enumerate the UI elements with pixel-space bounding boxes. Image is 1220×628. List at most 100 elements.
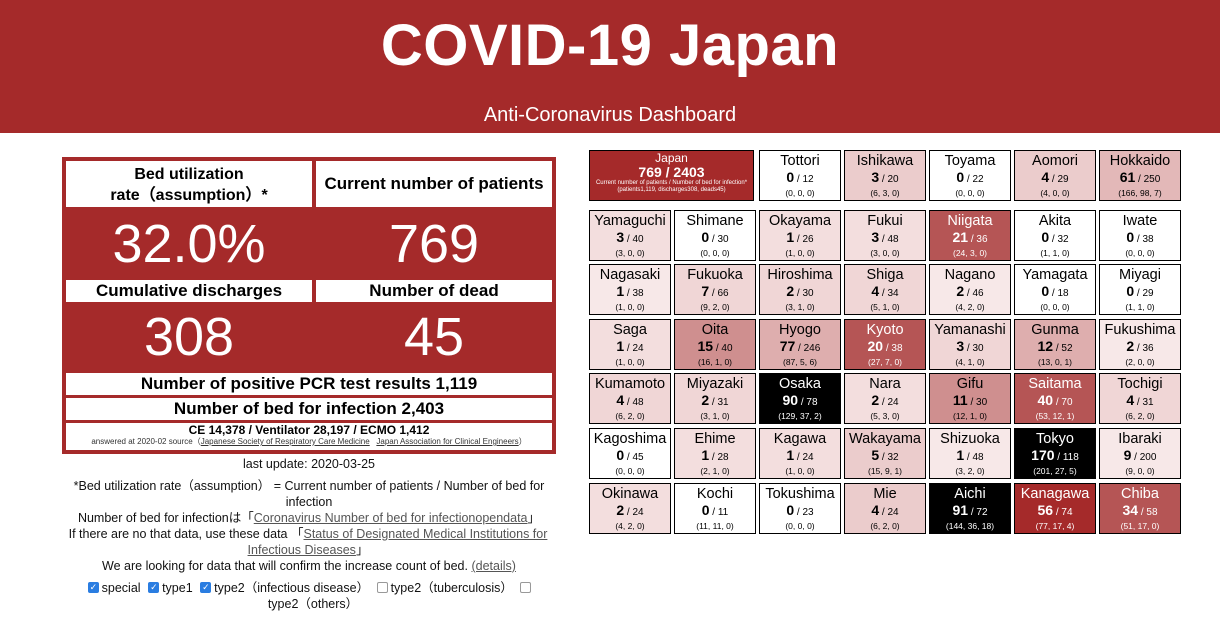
prefecture-cell-ibaraki[interactable]: Ibaraki 9 / 200 (9, 0, 0) [1099, 428, 1181, 479]
prefecture-value: 3 / 40 [590, 230, 670, 247]
prefecture-detail: (201, 27, 5) [1033, 466, 1077, 476]
prefecture-cell-osaka[interactable]: Osaka 90 / 78 (129, 37, 2) [759, 373, 841, 424]
checkbox-type2-others[interactable] [520, 582, 532, 593]
prefecture-cell-yamagata[interactable]: Yamagata 0 / 18 (0, 0, 0) [1014, 264, 1096, 315]
prefecture-current-patients: 1 [616, 338, 625, 354]
prefecture-cell-kumamoto[interactable]: Kumamoto 4 / 48 (6, 2, 0) [589, 373, 671, 424]
prefecture-cell-akita[interactable]: Akita 0 / 32 (1, 1, 0) [1014, 210, 1096, 261]
prefecture-name: Chiba [1121, 486, 1159, 502]
prefecture-cell-ishikawa[interactable]: Ishikawa 3 / 20 (6, 3, 0) [844, 150, 926, 201]
prefecture-beds: / 48 [624, 397, 644, 408]
prefecture-cell-aichi[interactable]: Aichi 91 / 72 (144, 36, 18) [929, 483, 1011, 534]
prefecture-beds: / 200 [1131, 452, 1157, 463]
checkbox-type2-infectious[interactable] [200, 582, 212, 593]
prefecture-name: Miyagi [1119, 267, 1161, 283]
prefecture-current-patients: 4 [616, 392, 625, 408]
prefecture-value: 2 / 31 [675, 393, 755, 410]
prefecture-name: Tokushima [765, 486, 835, 502]
checkbox-special[interactable] [87, 582, 99, 593]
prefecture-cell-shimane[interactable]: Shimane 0 / 30 (0, 0, 0) [674, 210, 756, 261]
prefecture-current-patients: 2 [1126, 338, 1135, 354]
checkbox-type2-tuberculosis[interactable] [376, 582, 388, 593]
prefecture-detail: (0, 0, 0) [785, 521, 815, 531]
prefecture-detail: (5, 3, 0) [870, 411, 900, 421]
prefecture-cell-nara[interactable]: Nara 2 / 24 (5, 3, 0) [844, 373, 926, 424]
prefecture-beds: / 30 [964, 343, 984, 354]
header-banner: COVID-19 Japan Anti-Coronavirus Dashboar… [0, 0, 1220, 133]
prefecture-detail: (6, 2, 0) [615, 411, 645, 421]
prefecture-beds: / 58 [1138, 507, 1158, 518]
prefecture-cell-hiroshima[interactable]: Hiroshima 2 / 30 (3, 1, 0) [759, 264, 841, 315]
prefecture-cell-kyoto[interactable]: Kyoto 20 / 38 (27, 7, 0) [844, 319, 926, 370]
prefecture-cell-tokushima[interactable]: Tokushima 0 / 23 (0, 0, 0) [759, 483, 841, 534]
prefecture-cell-hokkaido[interactable]: Hokkaido 61 / 250 (166, 98, 7) [1099, 150, 1181, 201]
prefecture-cell-kagawa[interactable]: Kagawa 1 / 24 (1, 0, 0) [759, 428, 841, 479]
prefecture-detail: (1, 1, 0) [1040, 248, 1070, 258]
source-link-clinical-engineers[interactable]: Japan Association for Clinical Engineers [376, 437, 519, 446]
prefecture-name: Kumamoto [594, 376, 666, 392]
japan-total-cell[interactable]: Japan 769 / 2403 Current number of patie… [589, 150, 754, 201]
prefecture-detail: (9, 2, 0) [700, 302, 730, 312]
prefecture-cell-ehime[interactable]: Ehime 1 / 28 (2, 1, 0) [674, 428, 756, 479]
prefecture-cell-hyogo[interactable]: Hyogo 77 / 246 (87, 5, 6) [759, 319, 841, 370]
prefecture-cell-fukuoka[interactable]: Fukuoka 7 / 66 (9, 2, 0) [674, 264, 756, 315]
source-link-respiratory[interactable]: Japanese Society of Respiratory Care Med… [200, 437, 370, 446]
prefecture-cell-tochigi[interactable]: Tochigi 4 / 31 (6, 2, 0) [1099, 373, 1181, 424]
checkbox-type1-label: type1 [162, 581, 193, 595]
prefecture-cell-mie[interactable]: Mie 4 / 24 (6, 2, 0) [844, 483, 926, 534]
prefecture-cell-saga[interactable]: Saga 1 / 24 (1, 0, 0) [589, 319, 671, 370]
prefecture-cell-tokyo[interactable]: Tokyo 170 / 118 (201, 27, 5) [1014, 428, 1096, 479]
prefecture-current-patients: 7 [701, 283, 710, 299]
prefecture-cell-nagasaki[interactable]: Nagasaki 1 / 38 (1, 0, 0) [589, 264, 671, 315]
prefecture-cell-iwate[interactable]: Iwate 0 / 38 (0, 0, 0) [1099, 210, 1181, 261]
prefecture-current-patients: 12 [1037, 338, 1054, 354]
prefecture-beds: / 26 [794, 234, 814, 245]
prefecture-cell-tottori[interactable]: Tottori 0 / 12 (0, 0, 0) [759, 150, 841, 201]
prefecture-cell-kanagawa[interactable]: Kanagawa 56 / 74 (77, 17, 4) [1014, 483, 1096, 534]
prefecture-beds: / 36 [1134, 343, 1154, 354]
prefecture-cell-chiba[interactable]: Chiba 34 / 58 (51, 17, 0) [1099, 483, 1181, 534]
prefecture-cell-kagoshima[interactable]: Kagoshima 0 / 45 (0, 0, 0) [589, 428, 671, 479]
prefecture-cell-kochi[interactable]: Kochi 0 / 11 (11, 11, 0) [674, 483, 756, 534]
prefecture-value: 1 / 24 [760, 448, 840, 465]
prefecture-beds: / 28 [709, 452, 729, 463]
japan-caption: Current number of patients / Number of b… [595, 180, 748, 186]
prefecture-cell-fukushima[interactable]: Fukushima 2 / 36 (2, 0, 0) [1099, 319, 1181, 370]
prefecture-detail: (12, 1, 0) [952, 411, 988, 421]
prefecture-name: Akita [1038, 213, 1072, 229]
prefecture-cell-yamaguchi[interactable]: Yamaguchi 3 / 40 (3, 0, 0) [589, 210, 671, 261]
prefecture-cell-toyama[interactable]: Toyama 0 / 22 (0, 0, 0) [929, 150, 1011, 201]
prefecture-value: 2 / 30 [760, 284, 840, 301]
prefecture-cell-saitama[interactable]: Saitama 40 / 70 (53, 12, 1) [1014, 373, 1096, 424]
prefecture-cell-gifu[interactable]: Gifu 11 / 30 (12, 1, 0) [929, 373, 1011, 424]
prefecture-cell-wakayama[interactable]: Wakayama 5 / 32 (15, 9, 1) [844, 428, 926, 479]
prefecture-cell-miyazaki[interactable]: Miyazaki 2 / 31 (3, 1, 0) [674, 373, 756, 424]
prefecture-value: 1 / 24 [590, 339, 670, 356]
prefecture-detail: (1, 1, 0) [1125, 302, 1155, 312]
prefecture-detail: (27, 7, 0) [867, 357, 903, 367]
prefecture-cell-fukui[interactable]: Fukui 3 / 48 (3, 0, 0) [844, 210, 926, 261]
prefecture-beds: / 30 [709, 234, 729, 245]
prefecture-cell-yamanashi[interactable]: Yamanashi 3 / 30 (4, 1, 0) [929, 319, 1011, 370]
prefecture-cell-shizuoka[interactable]: Shizuoka 1 / 48 (3, 2, 0) [929, 428, 1011, 479]
prefecture-cell-oita[interactable]: Oita 15 / 40 (16, 1, 0) [674, 319, 756, 370]
prefecture-cell-nagano[interactable]: Nagano 2 / 46 (4, 2, 0) [929, 264, 1011, 315]
prefecture-detail: (53, 12, 1) [1035, 411, 1075, 421]
prefecture-detail: (6, 2, 0) [1125, 411, 1155, 421]
details-link[interactable]: (details) [471, 559, 516, 573]
prefecture-value: 0 / 32 [1015, 230, 1095, 247]
prefecture-cell-miyagi[interactable]: Miyagi 0 / 29 (1, 1, 0) [1099, 264, 1181, 315]
designated-institutions-link[interactable]: Status of Designated Medical Institution… [247, 527, 548, 557]
beds-opendata-link[interactable]: Coronavirus Number of bed for infectiono… [253, 511, 528, 525]
prefecture-cell-aomori[interactable]: Aomori 4 / 29 (4, 0, 0) [1014, 150, 1096, 201]
prefecture-cell-shiga[interactable]: Shiga 4 / 34 (5, 1, 0) [844, 264, 926, 315]
prefecture-value: 0 / 38 [1100, 230, 1180, 247]
prefecture-cell-gunma[interactable]: Gunma 12 / 52 (13, 0, 1) [1014, 319, 1096, 370]
prefecture-cell-niigata[interactable]: Niigata 21 / 36 (24, 3, 0) [929, 210, 1011, 261]
prefecture-current-patients: 5 [871, 447, 880, 463]
prefecture-cell-okinawa[interactable]: Okinawa 2 / 24 (4, 2, 0) [589, 483, 671, 534]
prefecture-cell-okayama[interactable]: Okayama 1 / 26 (1, 0, 0) [759, 210, 841, 261]
checkbox-type1[interactable] [148, 582, 160, 593]
prefecture-current-patients: 1 [701, 447, 710, 463]
prefecture-current-patients: 0 [1041, 283, 1050, 299]
